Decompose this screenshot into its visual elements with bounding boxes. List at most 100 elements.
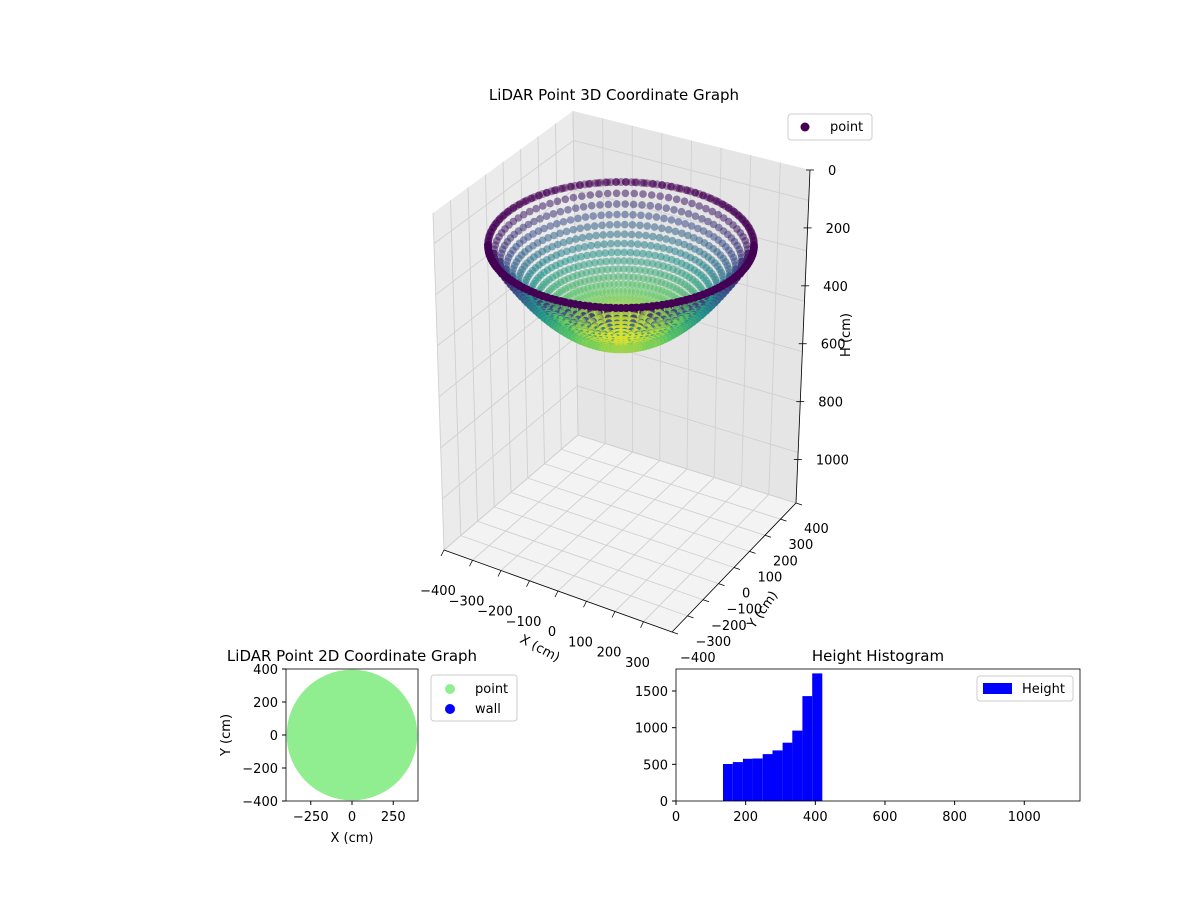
point-3d-rim (711, 196, 719, 205)
point-3d (608, 257, 616, 265)
legend-3d-frame (787, 113, 873, 141)
point-3d (550, 186, 559, 195)
point-3d (647, 241, 655, 250)
x-tick-3d (526, 580, 530, 587)
point-3d (586, 191, 595, 199)
point-3d (699, 191, 707, 200)
z-tick-label-3d: 200 (826, 222, 851, 237)
point-3d (647, 191, 656, 199)
point-3d (553, 197, 562, 206)
point-3d (556, 207, 565, 216)
point-3d-rim (561, 183, 570, 192)
point-3d-rim (746, 226, 755, 235)
point-3d (596, 201, 604, 209)
point-3d-rim (486, 228, 495, 237)
point-3d-rim (727, 206, 736, 214)
point-3d (515, 200, 523, 209)
y-tick-label-3d: −100 (727, 603, 763, 618)
x-tick-label-histogram: 200 (733, 810, 758, 825)
point-3d (553, 220, 561, 228)
point-3d-rim (591, 179, 600, 188)
point-3d (621, 189, 630, 198)
legend-3d: point (787, 113, 873, 141)
point-3d (629, 200, 638, 209)
point-3d-rim (714, 198, 723, 207)
y-axis-label-2d: Y (cm) (219, 714, 234, 757)
point-3d (605, 221, 614, 229)
x-tick-label-3d: −400 (420, 584, 456, 599)
point-3d (542, 212, 551, 220)
legend-2d-wall-marker (445, 704, 455, 714)
legend-histogram-swatch (983, 683, 1012, 694)
point-3d (645, 212, 653, 220)
point-3d-rim (490, 221, 499, 230)
point-3d (694, 224, 702, 233)
point-3d (604, 200, 613, 209)
y-tick-label-histogram: 1000 (635, 722, 668, 737)
point-3d-rim (737, 214, 746, 223)
legend-histogram: Height (976, 675, 1074, 702)
point-3d-rim (519, 198, 528, 207)
y-tick-3d (795, 502, 803, 506)
point-3d-rim (730, 208, 739, 217)
point-3d-rim (489, 223, 497, 232)
point-3d (574, 244, 583, 252)
point-3d (665, 245, 674, 254)
point-3d-rim (739, 216, 748, 225)
y-tick-label-histogram: 1500 (635, 685, 668, 700)
point-3d (631, 178, 639, 187)
y-tick-3d (718, 583, 725, 587)
point-3d (638, 201, 646, 209)
point-3d (639, 249, 647, 258)
y-tick-3d (702, 599, 710, 603)
point-3d (569, 225, 578, 234)
grid-line (577, 434, 797, 504)
point-3d (625, 265, 633, 274)
point-3d (590, 222, 599, 230)
point-3d (620, 230, 629, 238)
point-3d-rim (637, 178, 646, 187)
point-3d-rim (682, 186, 690, 194)
point-3d (613, 239, 622, 248)
point-3d-rim (547, 187, 556, 196)
y-tick-label-2d: −200 (242, 762, 278, 777)
point-3d (566, 216, 575, 224)
point-3d-rim (733, 210, 741, 219)
point-3d (593, 241, 602, 249)
x-tick-label-histogram: 600 (873, 810, 898, 825)
y-tick-label-histogram: 0 (660, 795, 668, 810)
point-3d (640, 241, 649, 249)
z-tick-label-3d: 1000 (816, 454, 849, 469)
point-3d (651, 251, 659, 260)
point-disk-2d (286, 669, 418, 801)
point-3d-rim (653, 180, 662, 189)
point-3d-rim (538, 190, 547, 198)
point-3d (550, 231, 558, 240)
z-tick-label-3d: 600 (821, 338, 846, 353)
point-3d (677, 207, 686, 216)
point-3d-rim (686, 187, 695, 196)
point-3d-rim (606, 178, 615, 187)
point-3d-rim (747, 228, 756, 237)
point-3d (613, 210, 621, 219)
point-3d (589, 250, 597, 259)
point-3d (564, 206, 572, 214)
y-tick-3d (671, 631, 679, 635)
point-3d-rim (741, 219, 750, 228)
y-tick-3d (780, 518, 787, 522)
grid-line (741, 155, 752, 487)
point-3d-rim (484, 241, 492, 249)
grid-line (577, 385, 799, 453)
point-3d (536, 215, 544, 223)
point-3d (612, 189, 621, 198)
point-3d (614, 265, 623, 273)
point-3d (671, 227, 680, 236)
point-3d-rim (501, 210, 509, 219)
x-axis-label-2d: X (cm) (331, 831, 374, 846)
point-3d (589, 212, 597, 220)
point-3d (691, 189, 700, 197)
point-3d (670, 206, 678, 214)
point-3d-rim (743, 221, 752, 230)
